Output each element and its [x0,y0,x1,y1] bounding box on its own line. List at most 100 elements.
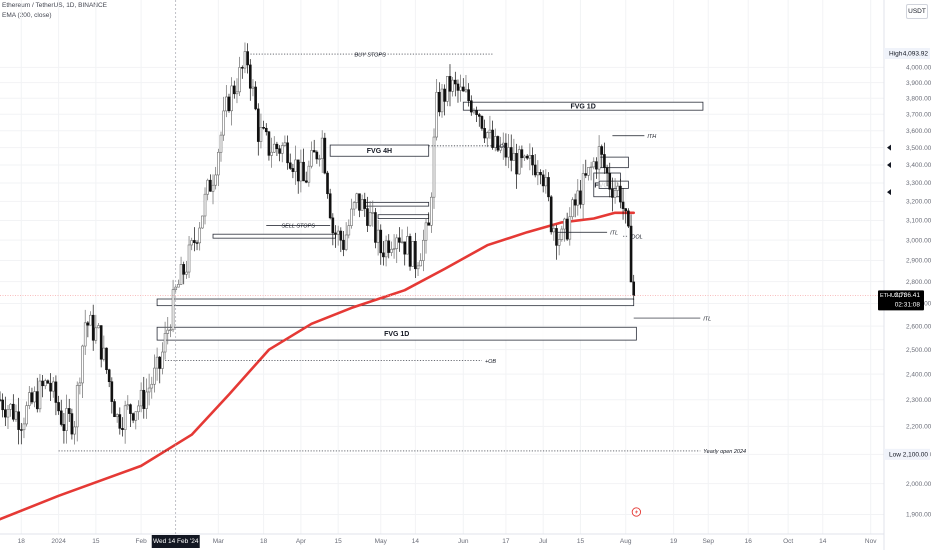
candle-body [600,146,604,155]
candle-body [549,196,553,233]
candle-body [286,142,289,164]
candle-body [153,367,156,385]
candle-body [163,333,167,353]
candle-body [512,153,516,161]
price-tick-label: 2,200.00 [906,424,932,431]
candle-body [432,136,436,198]
price-tick-label: 3,400.00 [906,162,932,169]
candle-body [33,391,36,403]
high-tag-value: 4,093.92 [903,51,929,58]
candle-body [576,190,580,206]
candle-body [552,228,556,233]
candle-body [358,193,361,211]
candle-body [336,230,340,235]
candle-body [531,155,534,166]
candle-body [171,289,175,331]
candle-body [443,88,446,102]
candle-body [477,114,481,117]
candle-body [318,158,321,160]
annotation-label: ITH [647,134,656,140]
candle-body [161,351,164,369]
candle-body [323,137,327,174]
time-tick-label: 16 [745,538,753,545]
candle-body [142,389,146,409]
candle-body [65,408,68,431]
candle-body [557,239,561,246]
candle-body [150,383,154,389]
candle-body [627,210,630,227]
candle-body [400,241,404,243]
candle-body [46,380,50,384]
candle-body [38,380,42,410]
time-tick-label: Jun [458,538,469,545]
candle-body [264,127,268,133]
price-tick-label: 3,600.00 [906,128,932,135]
candle-body [118,414,122,429]
time-tick-label: Aug [620,538,632,545]
time-tick-label: Feb [136,538,148,545]
candle-body [523,155,526,159]
price-tick-label: 1,900.00 [906,512,932,519]
candle-body [22,423,26,431]
price-axis[interactable]: 1,900.00 2,000.00 2,100.00 2,200.00 2,300.00… [883,0,932,550]
candle-body [41,380,44,387]
candle-body [541,174,545,187]
candle-body [131,413,135,421]
candle-body [501,142,505,147]
currency-button[interactable]: USDT [906,4,928,19]
candle-body [219,134,223,153]
candle-body [193,240,196,243]
candle-body [408,236,412,267]
candle-body [107,369,111,383]
candle-body [515,153,518,175]
candle-body [379,229,383,254]
time-tick-label: 18 [18,538,26,545]
candle-body [376,229,380,243]
candle-body [198,227,202,244]
candle-body [616,185,620,191]
candle-body [406,236,409,255]
candle-body [182,264,186,275]
candle-body [246,51,249,66]
candle-body [430,196,433,226]
price-tick-label: 2,000.00 [906,481,932,488]
candle-body [374,212,377,243]
candle-body [86,322,90,326]
candle-body [6,408,10,418]
time-axis[interactable]: 18 2024 15 Feb Mar 18 Apr 15 May 14 Jun 17 Jul 15 Aug 1… [0,533,884,545]
candle-body [30,392,34,403]
zone-box [598,180,629,189]
candle-body [187,244,191,273]
candle-body [278,148,281,154]
indicator-legend[interactable]: EMA (200, close) [2,12,52,19]
candle-body [584,173,588,176]
candle-body [27,392,31,406]
candle-body [339,230,343,241]
candle-body [312,150,316,153]
candle-body [424,222,428,241]
candle-body [419,260,423,267]
candle-body [126,404,130,407]
candle-body [461,86,465,92]
candle-body [624,208,628,212]
candle-body [360,199,364,211]
candle-body [491,129,494,148]
candle-body [414,241,417,270]
candle-body [328,193,332,219]
zone-box [156,326,637,341]
candle-body [595,161,598,170]
candle-body [315,151,319,160]
candle-body [371,212,375,214]
candle-body [467,89,470,102]
candle-body [384,240,388,258]
candle-body [51,381,55,392]
candle-body [230,85,233,112]
candle-body [280,145,284,154]
candle-body [94,327,98,341]
zone-box [462,101,704,111]
bar-countdown: 02:31:08 [895,301,921,308]
candle-body [392,248,396,250]
price-tick-label: 3,700.00 [906,111,932,118]
